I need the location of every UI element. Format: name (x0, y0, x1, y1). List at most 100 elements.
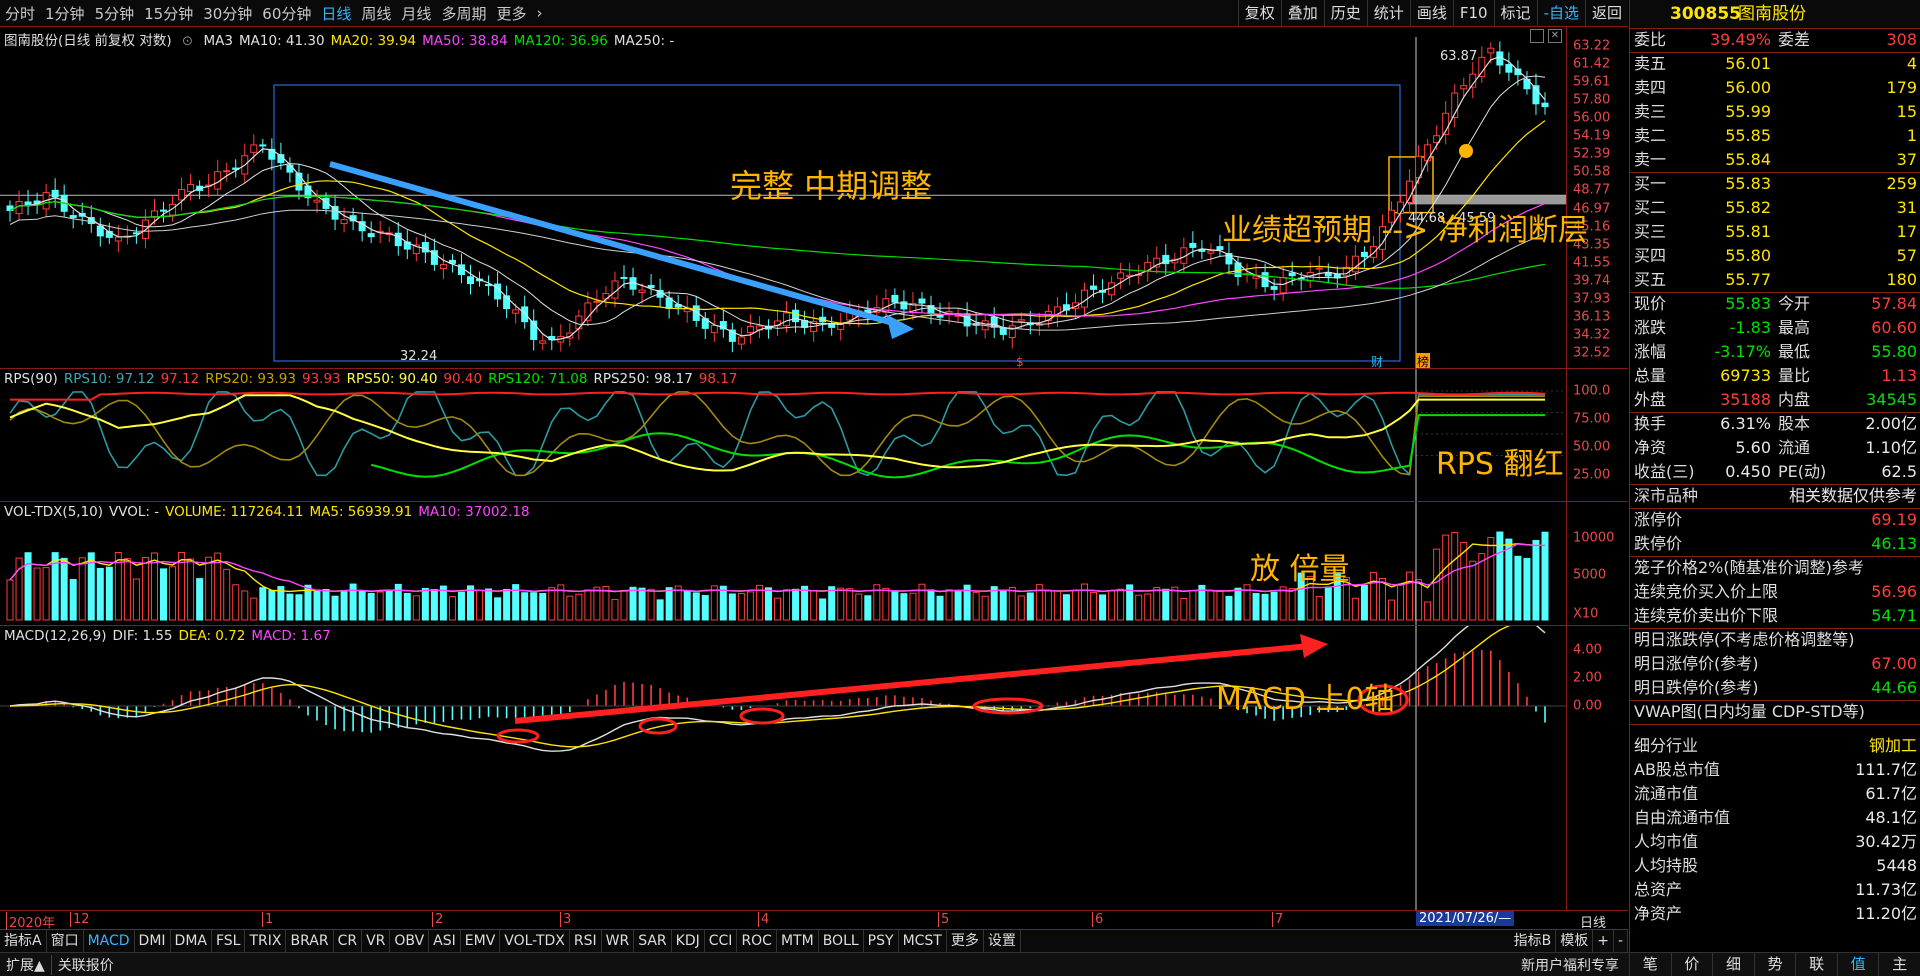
indicator-tab-21[interactable]: BOLL (819, 930, 864, 952)
indicator-tab-10[interactable]: OBV (390, 930, 430, 952)
legend-label: MA5: 56939.91 (309, 504, 413, 520)
volume-bar (367, 592, 375, 621)
pane-close-icon[interactable]: ✕ (1548, 29, 1562, 43)
chevron-right-icon[interactable]: › (536, 4, 543, 22)
related-quote-button[interactable]: 关联报价 (50, 954, 120, 975)
indicator-tab-4[interactable]: DMA (171, 930, 212, 952)
macd-highlight-circle (972, 697, 1044, 715)
indicator-tab-25[interactable]: 设置 (984, 930, 1021, 952)
candle-body (737, 336, 745, 345)
indicator-tab-3[interactable]: DMI (135, 930, 171, 952)
rps-axis: 100.0 75.00 50.00 25.00 (1566, 369, 1628, 501)
indicator-tab-23[interactable]: MCST (899, 930, 947, 952)
zoom-in-button[interactable]: + (1593, 930, 1614, 952)
indicator-tab-8[interactable]: CR (334, 930, 363, 952)
tool-3[interactable]: 统计 (1366, 0, 1410, 27)
macd-chart[interactable] (0, 626, 1566, 911)
volume-bar (602, 586, 610, 621)
quote-tab-4[interactable]: 联 (1795, 952, 1837, 976)
bid-row[interactable]: 买五 55.77 180 (1630, 268, 1920, 292)
indicator-tab-15[interactable]: WR (602, 930, 635, 952)
volume-bar (1126, 584, 1134, 621)
collapse-icon[interactable]: ⊙ (181, 33, 194, 49)
timeframe-8[interactable]: 月线 (401, 4, 432, 23)
indicator-tab-7[interactable]: BRAR (286, 930, 334, 952)
dividend-marker[interactable]: $ (1016, 355, 1024, 369)
indicator-tab-9[interactable]: VR (362, 930, 391, 952)
quote-tab-6[interactable]: 主 (1878, 952, 1920, 976)
indicator-tab-12[interactable]: EMV (461, 930, 501, 952)
indicator-tab-13[interactable]: VOL-TDX (500, 930, 570, 952)
indicator-tab-17[interactable]: KDJ (672, 930, 705, 952)
tool-6[interactable]: 标记 (1493, 0, 1537, 27)
bid-row[interactable]: 买三 55.81 17 (1630, 220, 1920, 244)
tool-1[interactable]: 叠加 (1280, 0, 1324, 27)
quote-value: 54.71 (1871, 606, 1917, 625)
indicator-tab-0[interactable]: 指标A (0, 930, 47, 952)
new-user-link[interactable]: 新用户福利专享 (1521, 957, 1619, 974)
volume-bar (972, 592, 980, 621)
timeframe-1[interactable]: 1分钟 (45, 4, 85, 23)
ask-row[interactable]: 卖五 56.01 4 (1630, 52, 1920, 76)
indicator-tab-22[interactable]: PSY (864, 930, 899, 952)
macd-pane[interactable]: MACD(12,26,9) DIF: 1.55 DEA: 0.72 MACD: 1.6… (0, 626, 1628, 911)
candlestick-chart[interactable] (0, 27, 1566, 369)
timeframe-0[interactable]: 分时 (5, 4, 36, 23)
timeframe-9[interactable]: 多周期 (441, 4, 487, 23)
indicator-right-0[interactable]: 指标B (1510, 930, 1557, 952)
finance-badge[interactable]: 财 (1371, 355, 1384, 369)
quote-row: 委比 39.49% 委差 308 (1630, 28, 1920, 52)
indicator-tab-5[interactable]: FSL (212, 930, 246, 952)
indicator-right-1[interactable]: 模板 (1556, 930, 1594, 952)
timeframe-7[interactable]: 周线 (361, 4, 392, 23)
timeframe-3[interactable]: 15分钟 (144, 4, 194, 23)
volume-bar (1216, 589, 1224, 621)
rps-pane[interactable]: RPS(90) RPS10: 97.12 97.12 RPS20: 93.93 93.9… (0, 369, 1628, 502)
indicator-tab-1[interactable]: 窗口 (47, 930, 84, 952)
ask-row[interactable]: 卖二 55.85 1 (1630, 124, 1920, 148)
timeframe-6[interactable]: 日线 (321, 4, 352, 23)
tool-5[interactable]: F10 (1452, 0, 1494, 27)
ask-row[interactable]: 卖一 55.84 37 (1630, 148, 1920, 172)
quote-tab-2[interactable]: 细 (1712, 952, 1754, 976)
price-pane[interactable]: 图南股份(日线 前复权 对数) ⊙ MA3 MA10: 41.30 MA20: 39… (0, 27, 1628, 369)
indicator-tab-11[interactable]: ASI (429, 930, 461, 952)
indicator-tab-14[interactable]: RSI (570, 930, 602, 952)
indicator-tab-18[interactable]: CCI (705, 930, 738, 952)
indicator-tab-16[interactable]: SAR (634, 930, 672, 952)
chart-title: 图南股份(日线 前复权 对数) (4, 33, 172, 49)
timeframe-10[interactable]: 更多 (496, 4, 527, 23)
indicator-tab-19[interactable]: ROC (737, 930, 777, 952)
tool-8[interactable]: 返回 (1584, 0, 1628, 27)
bid-row[interactable]: 买一 55.83 259 (1630, 172, 1920, 196)
zoom-out-button[interactable]: - (1614, 930, 1628, 952)
quote-tab-1[interactable]: 价 (1670, 952, 1713, 976)
indicator-tab-24[interactable]: 更多 (947, 930, 984, 952)
volume-bar (1207, 590, 1215, 621)
bid-row[interactable]: 买四 55.80 57 (1630, 244, 1920, 268)
tool-4[interactable]: 画线 (1409, 0, 1453, 27)
bid-label: 买二 (1634, 198, 1667, 217)
quote-row: 流通市值 61.7亿 (1630, 782, 1920, 806)
ask-row[interactable]: 卖三 55.99 15 (1630, 100, 1920, 124)
timeframe-5[interactable]: 60分钟 (262, 4, 312, 23)
indicator-tab-6[interactable]: TRIX (245, 930, 287, 952)
ranking-badge[interactable]: 榜 (1416, 353, 1431, 369)
indicator-tab-20[interactable]: MTM (777, 930, 819, 952)
timeframe-2[interactable]: 5分钟 (94, 4, 135, 23)
tool-7[interactable]: -自选 (1536, 0, 1585, 27)
quote-tab-0[interactable]: 笔 (1629, 952, 1671, 976)
indicator-tab-2[interactable]: MACD (84, 930, 135, 952)
volume-pane[interactable]: VOL-TDX(5,10) VVOL: - VOLUME: 117264.11 MA5… (0, 502, 1628, 626)
pane-window-icon[interactable] (1530, 29, 1544, 43)
tool-2[interactable]: 历史 (1323, 0, 1367, 27)
rps-chart[interactable] (0, 369, 1566, 502)
expand-button[interactable]: 扩展▲ (6, 957, 45, 974)
volume-chart[interactable] (0, 502, 1566, 626)
ask-row[interactable]: 卖四 56.00 179 (1630, 76, 1920, 100)
bid-row[interactable]: 买二 55.82 31 (1630, 196, 1920, 220)
tool-0[interactable]: 复权 (1237, 0, 1281, 27)
quote-tab-5[interactable]: 值 (1836, 952, 1879, 976)
timeframe-4[interactable]: 30分钟 (203, 4, 253, 23)
quote-tab-3[interactable]: 势 (1753, 952, 1796, 976)
